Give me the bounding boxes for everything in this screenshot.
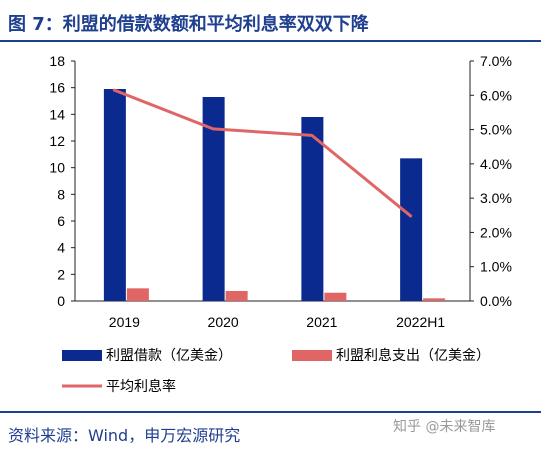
bar-borrowing	[103, 89, 126, 301]
line-avg-interest-rate	[112, 88, 413, 218]
bar-interest-expense	[423, 298, 446, 301]
source-note: 资料来源：Wind，申万宏源研究	[8, 426, 241, 445]
bar-borrowing	[301, 117, 324, 301]
left-tick-label: 10	[49, 160, 65, 176]
right-tick-label: 6.0%	[480, 87, 512, 103]
left-tick-label: 16	[49, 80, 65, 96]
left-tick-label: 18	[49, 53, 65, 69]
chart: 0 2 4 6 8 10 12 14 16 18 0.0% 1.0% 2.0% 3.0% 4.0% 5.0% 6…	[49, 53, 512, 395]
left-tick-label: 4	[57, 240, 65, 256]
bar-interest-expense	[126, 288, 149, 301]
right-tick-label: 4.0%	[480, 156, 512, 172]
x-tick-label: 2019	[109, 314, 140, 330]
legend-label-interest-expense: 利盟利息支出（亿美金）	[336, 347, 490, 364]
title-underline	[0, 40, 541, 42]
right-tick-label: 3.0%	[480, 190, 512, 206]
x-tick-label: 2021	[306, 314, 337, 330]
right-tick-label: 1.0%	[480, 259, 512, 275]
right-tick-label: 0.0%	[480, 293, 512, 309]
watermark: 知乎 @未来智库	[393, 419, 496, 435]
x-tick-label: 2020	[208, 314, 239, 330]
left-tick-label: 6	[57, 213, 65, 229]
x-tick-label: 2022H1	[396, 314, 445, 330]
legend-swatch-interest-expense	[292, 350, 332, 361]
left-tick-label: 0	[57, 293, 65, 309]
left-tick-label: 2	[57, 266, 65, 282]
right-tick-label: 5.0%	[480, 122, 512, 138]
left-tick-label: 8	[57, 186, 65, 202]
legend-label-borrowing: 利盟借款（亿美金）	[106, 348, 232, 364]
bar-interest-expense	[225, 291, 248, 301]
right-tick-label: 2.0%	[480, 224, 512, 240]
legend-label-avg-interest-rate: 平均利息率	[106, 378, 176, 395]
legend-swatch-borrowing	[62, 350, 102, 361]
left-tick-label: 12	[49, 133, 65, 149]
page-title: 图 7：利盟的借款数额和平均利息率双双下降	[8, 14, 369, 35]
right-tick-label: 7.0%	[480, 53, 512, 69]
bar-borrowing	[202, 97, 225, 301]
bar-borrowing	[400, 158, 423, 301]
source-divider	[0, 411, 541, 413]
bar-interest-expense	[324, 292, 347, 301]
left-tick-label: 14	[49, 106, 65, 122]
